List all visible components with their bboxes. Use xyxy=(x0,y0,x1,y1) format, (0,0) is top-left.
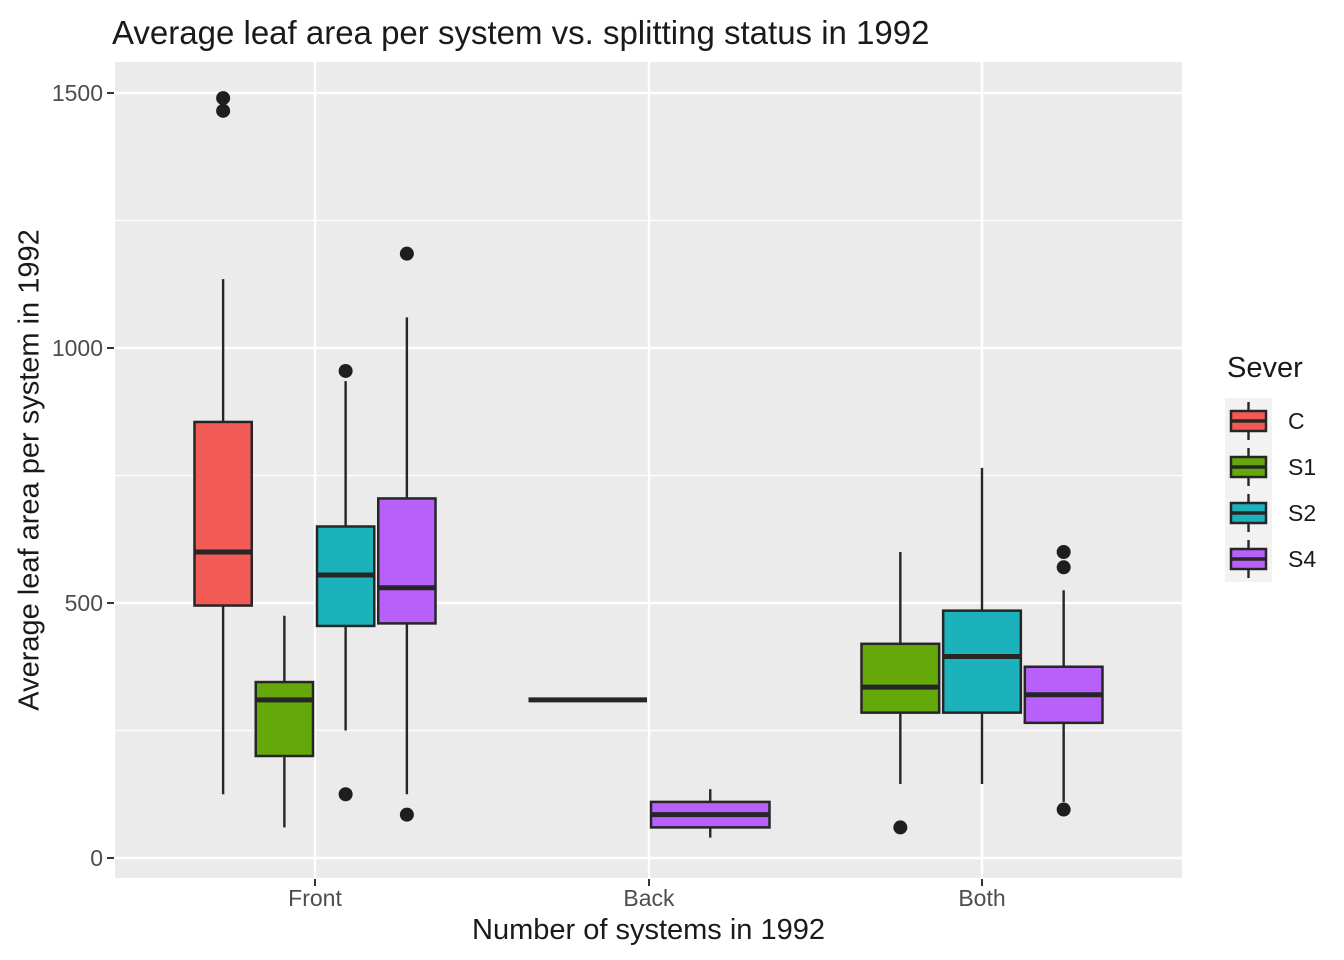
boxplot-glyph-icon xyxy=(1229,494,1268,532)
outlier-point xyxy=(338,363,353,378)
y-axis-tick-label: 500 xyxy=(65,590,103,616)
boxplot-glyph-icon xyxy=(1229,402,1268,440)
y-axis-tick-label: 1000 xyxy=(52,335,103,361)
legend-entry: S4 xyxy=(1225,536,1316,582)
legend-entry: C xyxy=(1225,398,1316,444)
legend-entries: C S1 S2 S4 xyxy=(1225,398,1316,582)
boxplot-box xyxy=(941,609,1023,714)
boxplot-box xyxy=(377,497,437,625)
x-axis-title: Number of systems in 1992 xyxy=(472,914,825,946)
x-axis-tick-label: Both xyxy=(958,885,1005,911)
outlier-point xyxy=(216,91,231,106)
legend-key-boxplot-icon xyxy=(1225,444,1272,490)
outlier-point xyxy=(1056,545,1071,559)
y-axis-tick-label: 1500 xyxy=(52,80,103,106)
outlier-point xyxy=(893,820,908,835)
boxplot-glyph-icon xyxy=(1229,448,1268,486)
legend-label: S4 xyxy=(1288,545,1317,572)
outlier-point xyxy=(216,103,231,118)
legend-label: S1 xyxy=(1288,453,1317,480)
boxplot-box xyxy=(254,680,315,758)
legend-key-boxplot-icon xyxy=(1225,490,1272,536)
legend-title: Sever xyxy=(1227,352,1303,384)
legend-key-boxplot-icon xyxy=(1225,398,1272,444)
outlier-point xyxy=(338,787,353,802)
legend-label: S2 xyxy=(1288,499,1317,526)
chart-title: Average leaf area per system vs. splitti… xyxy=(112,14,930,51)
x-axis-tick-label: Back xyxy=(623,885,675,911)
legend: Sever C S1 S2 S4 xyxy=(1225,352,1316,582)
outlier-point xyxy=(399,807,414,822)
boxplot-box xyxy=(193,420,253,607)
legend-key-boxplot-icon xyxy=(1225,536,1272,582)
y-axis-tick-label: 0 xyxy=(90,845,103,871)
outlier-point xyxy=(399,246,414,261)
boxplot-glyph-icon xyxy=(1229,540,1268,578)
outlier-point xyxy=(1056,560,1071,575)
legend-label: C xyxy=(1288,407,1305,434)
legend-entry: S2 xyxy=(1225,490,1316,536)
outlier-point xyxy=(1056,802,1071,817)
legend-entry: S1 xyxy=(1225,444,1316,490)
boxplot-box xyxy=(860,642,941,714)
x-axis-tick-label: Front xyxy=(288,885,342,911)
